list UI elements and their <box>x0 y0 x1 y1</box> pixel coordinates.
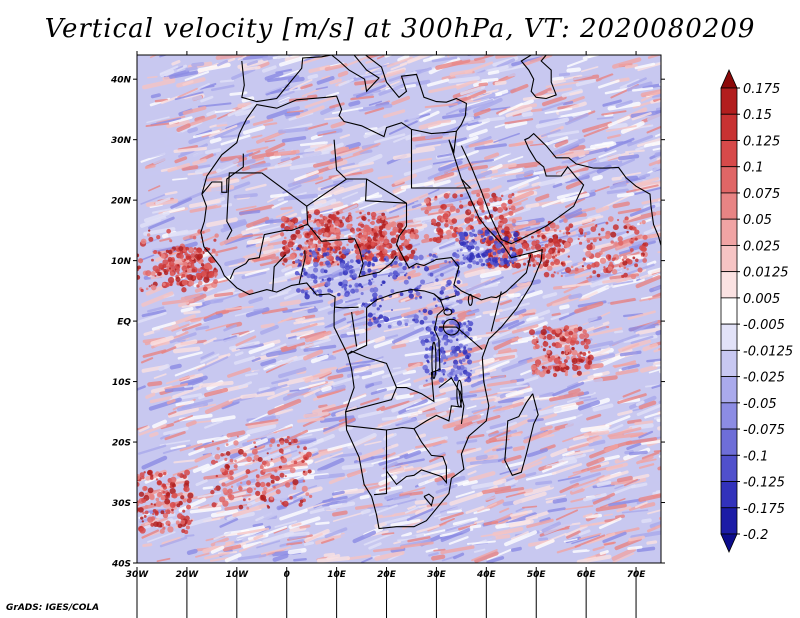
colorbar-label: 0.025 <box>743 239 780 254</box>
lat-tick-label: 40S <box>111 560 131 570</box>
colorbar-swatch <box>720 245 738 273</box>
colorbar-label: 0.0125 <box>743 266 789 281</box>
lat-tick-label: 20S <box>112 439 131 449</box>
colorbar-label: -0.1 <box>743 449 768 464</box>
lon-tick-label: 60E <box>577 570 597 580</box>
colorbar-label: -0.075 <box>743 423 785 438</box>
lon-tick-label: 10E <box>327 570 347 580</box>
lon-tick-label: 0 <box>284 570 290 580</box>
colorbar-label: 0.005 <box>743 292 780 307</box>
colorbar-swatch <box>720 402 738 430</box>
colorbar-swatch <box>720 376 738 404</box>
colorbar-swatch <box>720 166 738 194</box>
colorbar-label: -0.05 <box>743 397 777 412</box>
colorbar-label: 0.125 <box>743 134 780 149</box>
lat-tick-label: 10S <box>112 378 131 388</box>
colorbar-label: 0.175 <box>743 82 780 97</box>
colorbar-swatch <box>720 454 738 482</box>
colorbar-label: -0.2 <box>743 528 768 543</box>
colorbar-arrow-top <box>720 69 738 89</box>
colorbar-label: -0.0125 <box>743 344 793 359</box>
grads-credit: GrADS: IGES/COLA <box>6 603 100 613</box>
colorbar-label: 0.075 <box>743 187 780 202</box>
colorbar-swatch <box>720 271 738 299</box>
colorbar-swatch <box>720 507 738 535</box>
lon-tick-label: 10W <box>226 570 250 580</box>
colorbar-swatch <box>720 113 738 141</box>
lat-tick-label: 10N <box>111 257 132 267</box>
colorbar-label: -0.175 <box>743 502 785 517</box>
colorbar-label: 0.15 <box>743 108 772 123</box>
colorbar-swatch <box>720 428 738 456</box>
lon-tick-label: 20W <box>176 570 200 580</box>
map-frame <box>136 54 662 564</box>
lat-tick-label: 40N <box>110 76 132 86</box>
colorbar-swatch <box>720 140 738 168</box>
lon-tick-label: 50E <box>527 570 547 580</box>
colorbar-label: -0.005 <box>743 318 785 333</box>
lon-tick-label: 20E <box>377 570 397 580</box>
colorbar-swatch <box>720 87 738 115</box>
colorbar: 0.175 0.15 0.125 0.1 0.075 0.05 0.025 0.0125 0.0… <box>720 69 793 553</box>
map-title: Vertical velocity [m/s] at 300hPa, VT: 2… <box>44 14 756 44</box>
lat-tick-label: EQ <box>117 318 131 328</box>
lon-tick-label: 30E <box>427 570 447 580</box>
colorbar-label: -0.125 <box>743 476 785 491</box>
lon-tick-label: 70E <box>627 570 647 580</box>
lon-tick-label: 40E <box>476 570 497 580</box>
colorbar-swatch <box>720 218 738 246</box>
coastlines-borders <box>200 55 661 530</box>
colorbar-swatch <box>720 323 738 351</box>
colorbar-label: 0.1 <box>743 161 764 176</box>
colorbar-swatch <box>720 297 738 325</box>
lat-tick-label: 30N <box>111 136 132 146</box>
colorbar-swatch <box>720 192 738 220</box>
colorbar-swatch <box>720 349 738 377</box>
lon-tick-label: 30W <box>126 570 150 580</box>
colorbar-arrow-bottom <box>720 533 738 553</box>
colorbar-label: -0.025 <box>743 371 785 386</box>
colorbar-label: 0.05 <box>743 213 772 228</box>
lat-tick-label: 30S <box>112 499 131 509</box>
lat-tick-label: 20N <box>111 197 132 207</box>
velocity-field <box>137 55 661 563</box>
colorbar-swatch <box>720 481 738 509</box>
